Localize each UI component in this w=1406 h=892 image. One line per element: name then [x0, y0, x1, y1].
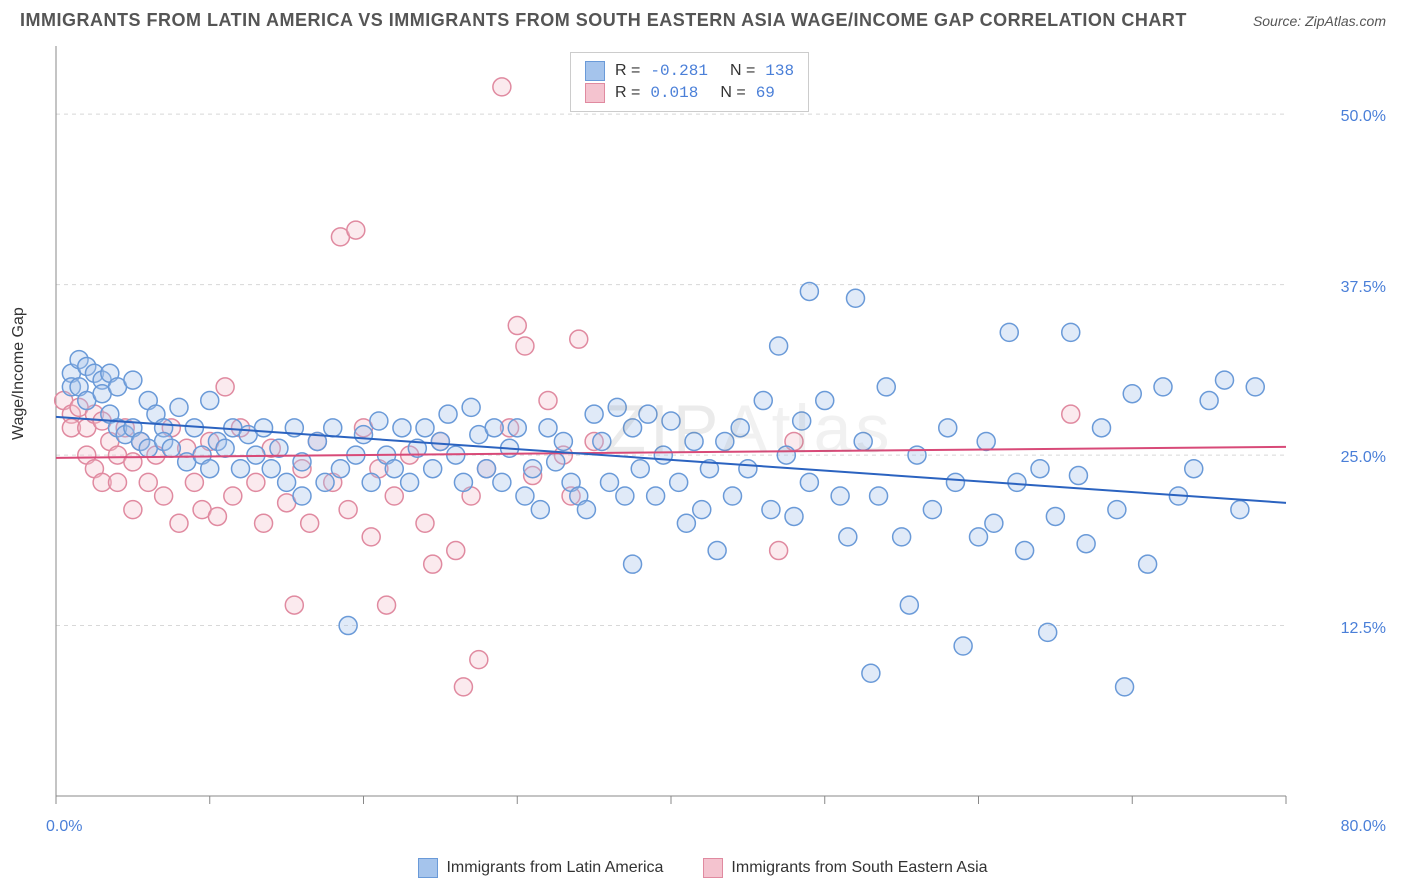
stats-n-label: N =	[720, 84, 745, 102]
y-tick-label: 12.5%	[1341, 620, 1386, 638]
chart-area: ZIPAtlas R = -0.281 N = 138 R = 0.018 N …	[46, 36, 1406, 821]
legend-label: Immigrants from Latin America	[446, 859, 663, 877]
legend-swatch	[703, 858, 723, 878]
bottom-legend: Immigrants from Latin America Immigrants…	[0, 858, 1406, 878]
stats-n-value: 69	[756, 84, 775, 102]
stats-swatch	[585, 83, 605, 103]
chart-header: IMMIGRANTS FROM LATIN AMERICA VS IMMIGRA…	[0, 0, 1406, 36]
stats-legend-box: R = -0.281 N = 138 R = 0.018 N = 69	[570, 52, 809, 112]
legend-label: Immigrants from South Eastern Asia	[731, 859, 987, 877]
stats-swatch	[585, 61, 605, 81]
source-prefix: Source:	[1253, 13, 1305, 29]
y-tick-label: 50.0%	[1341, 108, 1386, 126]
stats-r-label: R =	[615, 62, 640, 80]
stats-row: R = 0.018 N = 69	[585, 83, 794, 103]
scatter-chart-svg	[46, 36, 1356, 816]
chart-title: IMMIGRANTS FROM LATIN AMERICA VS IMMIGRA…	[20, 10, 1187, 31]
legend-item: Immigrants from Latin America	[418, 858, 663, 878]
legend-swatch	[418, 858, 438, 878]
stats-n-label: N =	[730, 62, 755, 80]
stats-r-label: R =	[615, 84, 640, 102]
stats-row: R = -0.281 N = 138	[585, 61, 794, 81]
source-link[interactable]: ZipAtlas.com	[1305, 13, 1386, 29]
y-axis-label: Wage/Income Gap	[10, 307, 28, 440]
y-tick-label: 37.5%	[1341, 279, 1386, 297]
x-tick-label: 0.0%	[46, 818, 82, 836]
stats-r-value: -0.281	[650, 62, 708, 80]
y-tick-label: 25.0%	[1341, 449, 1386, 467]
legend-item: Immigrants from South Eastern Asia	[703, 858, 987, 878]
stats-r-value: 0.018	[650, 84, 698, 102]
x-tick-label: 80.0%	[1341, 818, 1386, 836]
source-credit: Source: ZipAtlas.com	[1253, 13, 1386, 29]
stats-n-value: 138	[765, 62, 794, 80]
